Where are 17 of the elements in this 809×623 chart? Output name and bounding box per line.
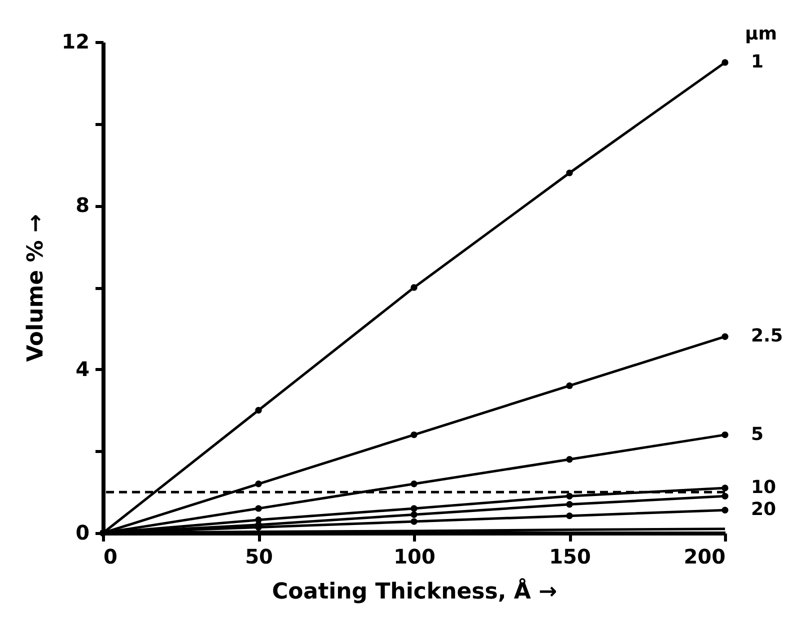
y-tick-label: 0 — [76, 520, 90, 544]
series-label: 2.5 — [751, 326, 783, 347]
series-label: 5 — [751, 424, 764, 445]
y-axis-title: Volume % → — [24, 214, 49, 362]
y-tick-label: 8 — [76, 193, 90, 218]
x-tick-label: 0 — [104, 544, 118, 568]
x-tick-label: 50 — [245, 544, 273, 568]
x-tick-label: 200 — [684, 544, 726, 568]
y-tick-label: 12 — [62, 30, 90, 54]
x-axis-title: Coating Thickness, Å → — [272, 578, 558, 604]
x-tick-label: 100 — [394, 544, 436, 568]
series-label: 1 — [751, 51, 764, 72]
x-tick-label: 150 — [549, 544, 591, 568]
legend-title: µm — [745, 23, 778, 44]
series-label: 20 — [751, 499, 776, 520]
series-label: 10 — [751, 476, 776, 498]
y-tick-label: 4 — [76, 356, 90, 381]
